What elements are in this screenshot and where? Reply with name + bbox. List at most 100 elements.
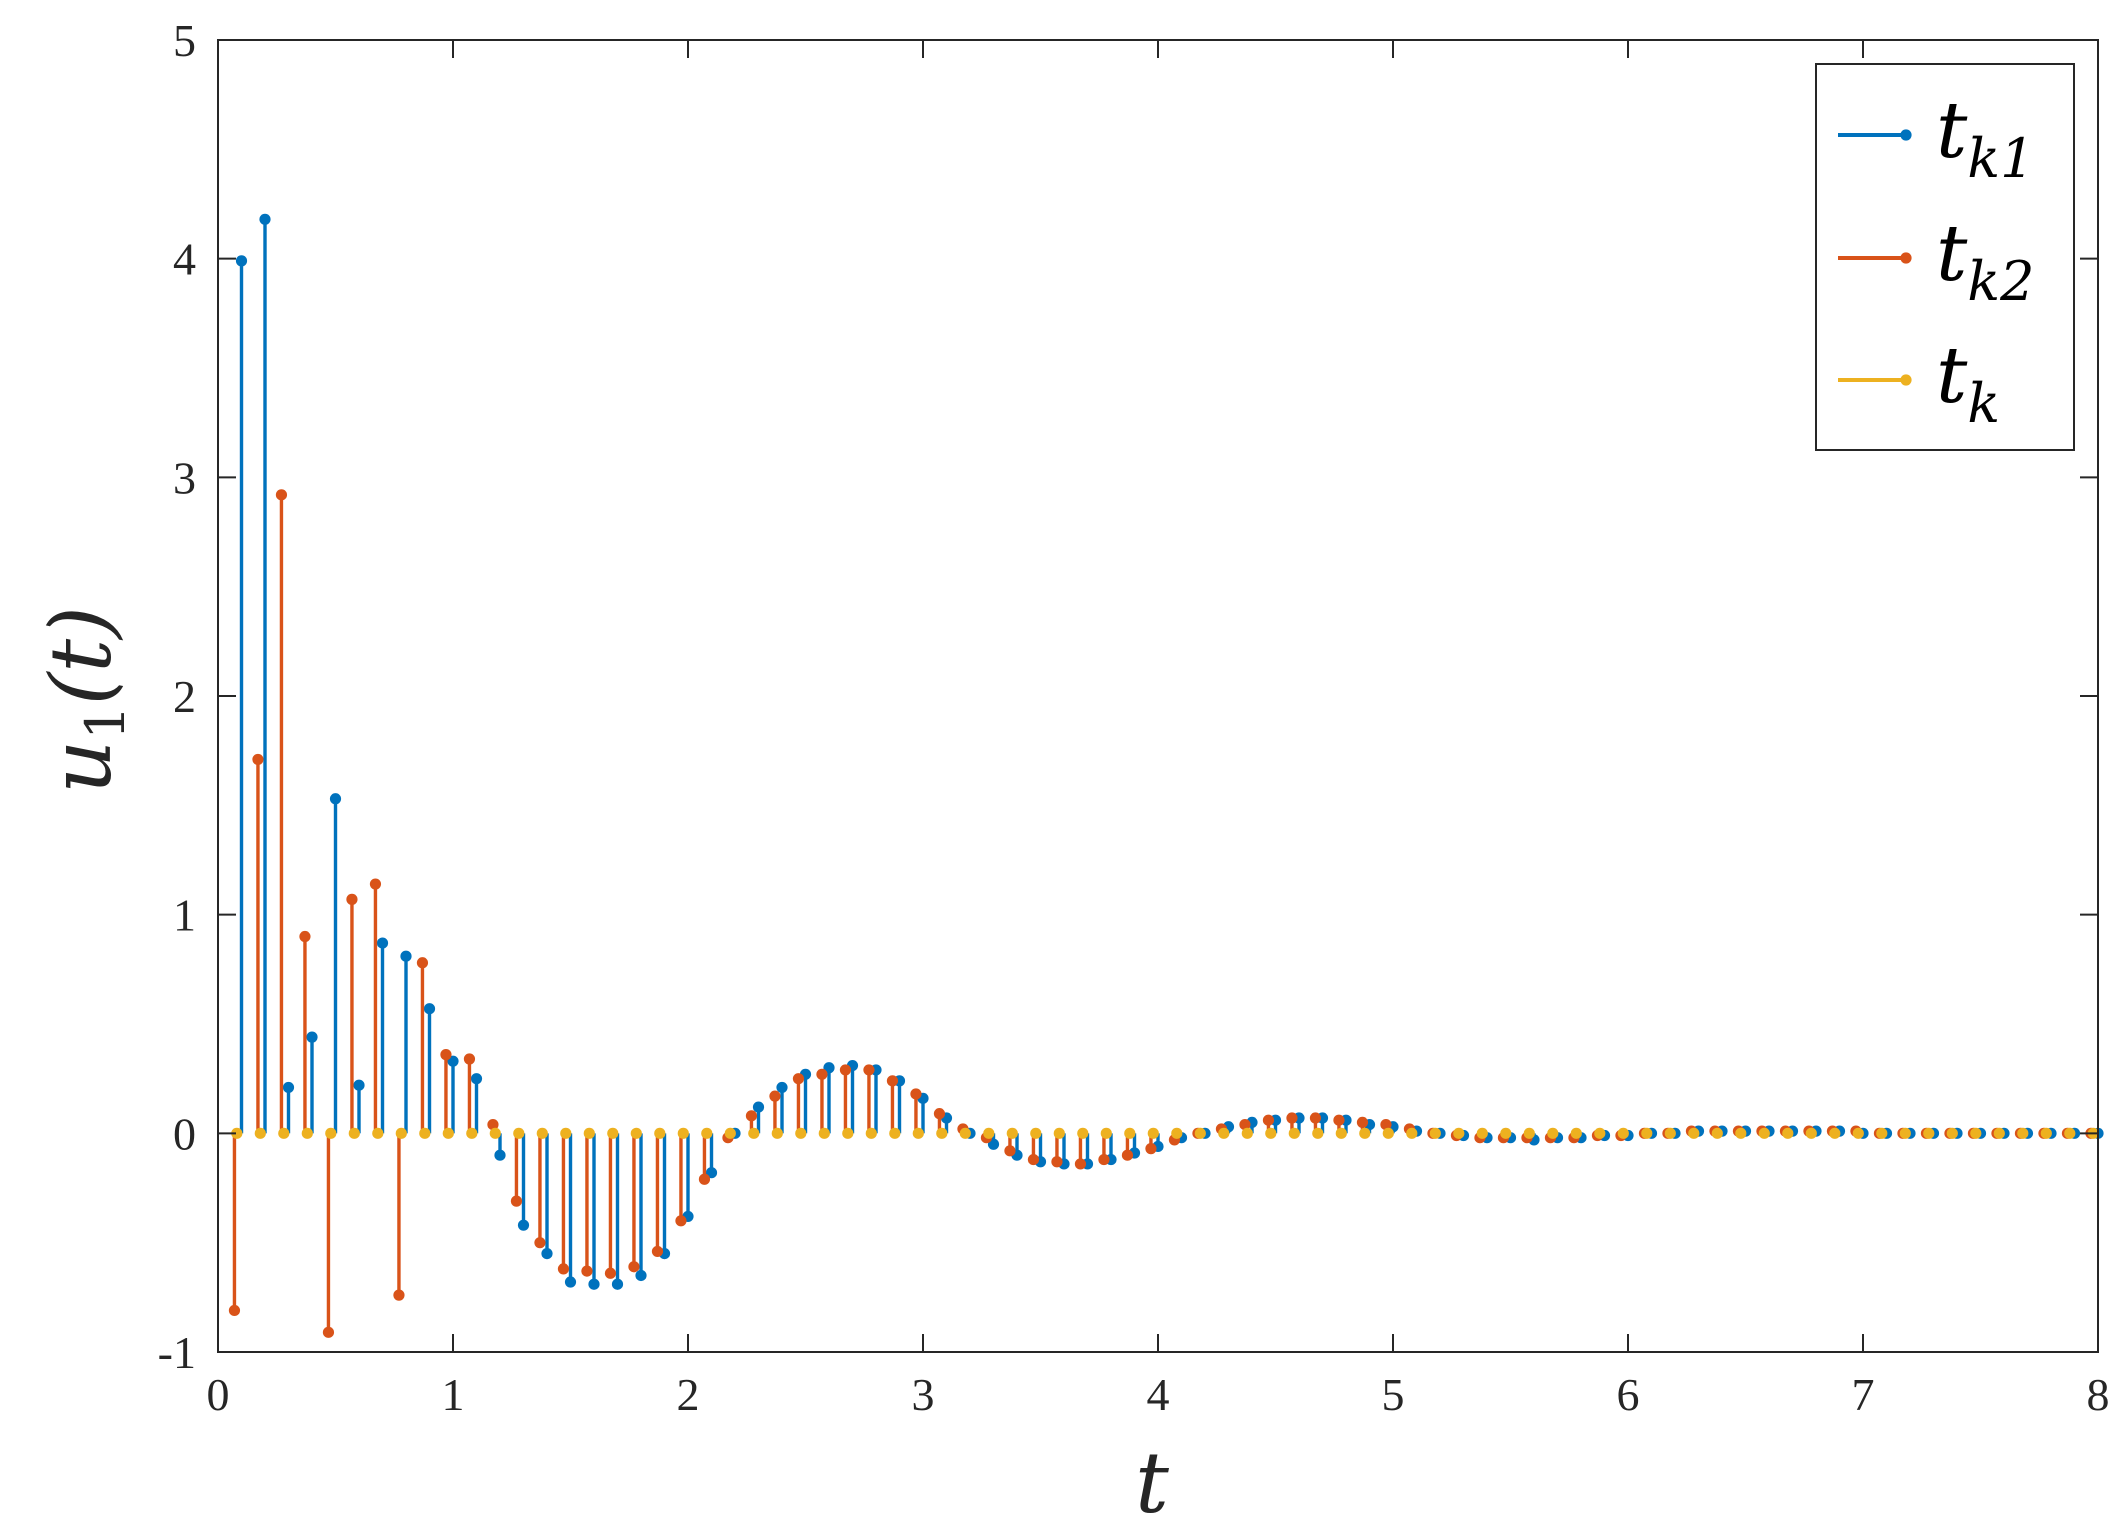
- stem-marker: [1241, 1127, 1253, 1139]
- stem-marker: [395, 1127, 407, 1139]
- stem-marker: [416, 957, 429, 969]
- series-2: [228, 489, 2097, 1338]
- stem-marker: [795, 1127, 807, 1139]
- stem-marker: [1147, 1127, 1159, 1139]
- stem-marker: [865, 1127, 877, 1139]
- stem-marker: [2017, 1127, 2029, 1139]
- stem-marker: [959, 1127, 971, 1139]
- stem-marker: [228, 1304, 241, 1317]
- stem-marker: [325, 1127, 337, 1139]
- x-tick-label: 0: [207, 1369, 230, 1420]
- y-tick-label: 4: [173, 234, 196, 285]
- x-tick-label: 8: [2087, 1369, 2110, 1420]
- stem-marker: [1100, 1127, 1112, 1139]
- stem-marker: [1429, 1127, 1441, 1139]
- stem-marker: [513, 1127, 525, 1139]
- stem-marker: [353, 1079, 365, 1091]
- stem-marker: [987, 1138, 1000, 1150]
- x-tick-label: 5: [1382, 1369, 1405, 1420]
- stem-marker: [1265, 1127, 1277, 1139]
- stem-marker: [1171, 1127, 1183, 1139]
- stem-marker: [400, 950, 412, 962]
- legend-label: tk2: [1936, 209, 2034, 313]
- stem-marker: [1946, 1127, 1958, 1139]
- stem-marker: [1547, 1127, 1559, 1139]
- x-tick-label: 2: [677, 1369, 700, 1420]
- legend-label-main: t: [1936, 331, 1968, 421]
- stem-marker: [936, 1127, 948, 1139]
- stem-marker: [588, 1278, 600, 1290]
- stem-marker: [1453, 1127, 1465, 1139]
- stem-marker: [1382, 1127, 1394, 1139]
- stem-marker: [1641, 1127, 1653, 1139]
- stem-marker: [2040, 1127, 2052, 1139]
- stem-marker: [698, 1173, 711, 1185]
- stem-marker: [745, 1110, 758, 1122]
- series-3: [231, 1127, 2099, 1139]
- stem-marker: [301, 1127, 313, 1139]
- series-layer: [228, 213, 2104, 1338]
- stem-marker: [235, 255, 248, 267]
- stem-marker: [329, 793, 342, 805]
- stem-marker: [252, 753, 264, 766]
- stem-marker: [1688, 1127, 1700, 1139]
- stem-marker: [1735, 1127, 1747, 1139]
- stem-marker: [1664, 1127, 1676, 1139]
- stem-marker: [1124, 1127, 1136, 1139]
- stem-marker: [466, 1127, 478, 1139]
- stem-marker: [581, 1265, 593, 1277]
- stem-marker: [630, 1127, 642, 1139]
- stem-marker: [560, 1127, 572, 1139]
- y-tick-label: 5: [173, 15, 196, 66]
- stem-marker: [557, 1263, 570, 1275]
- stem-marker: [1782, 1127, 1794, 1139]
- stem-marker: [1194, 1127, 1206, 1139]
- stem-marker: [654, 1127, 666, 1139]
- stem-marker: [889, 1127, 901, 1139]
- legend-label-main: t: [1936, 86, 1968, 176]
- stem-marker: [1077, 1127, 1089, 1139]
- legend-label-subscript: k: [1967, 372, 2000, 435]
- stem-marker: [470, 1073, 483, 1085]
- y-axis-label-subscript: 1: [74, 705, 137, 739]
- stem-marker: [463, 1053, 476, 1065]
- stem-marker: [1805, 1127, 1817, 1139]
- legend-entry-3: tk: [1838, 331, 2000, 435]
- stem-marker: [1098, 1153, 1110, 1166]
- legend-label-main: t: [1936, 209, 1968, 299]
- stem-marker: [752, 1101, 765, 1113]
- stem-marker: [1074, 1158, 1087, 1170]
- stem-marker: [628, 1261, 640, 1273]
- stem-marker: [818, 1127, 830, 1139]
- legend-label-subscript: k2: [1967, 250, 2034, 313]
- stem-marker: [440, 1049, 452, 1061]
- legend-label-subscript: k1: [1967, 127, 2034, 190]
- stem-marker: [1335, 1127, 1347, 1139]
- stem-marker: [510, 1195, 523, 1207]
- stem-marker: [423, 1003, 436, 1015]
- stem-marker: [282, 1081, 295, 1094]
- stem-marker: [1053, 1127, 1065, 1139]
- stem-marker: [494, 1149, 506, 1161]
- stem-marker: [675, 1215, 687, 1227]
- stem-marker: [536, 1127, 548, 1139]
- stem-marker: [1829, 1127, 1841, 1139]
- stem-marker: [607, 1127, 619, 1139]
- x-tick-label: 6: [1617, 1369, 1640, 1420]
- stem-marker: [487, 1118, 499, 1131]
- stem-marker: [1006, 1127, 1018, 1139]
- stem-marker: [1262, 1114, 1275, 1126]
- stem-marker: [1500, 1127, 1512, 1139]
- y-tick-label: 0: [173, 1108, 196, 1159]
- stem-marker: [348, 1127, 360, 1139]
- stem-marker: [1993, 1127, 2005, 1139]
- stem-marker: [769, 1090, 781, 1102]
- stem-marker: [278, 1127, 290, 1139]
- stem-marker: [489, 1127, 501, 1139]
- stem-marker: [231, 1127, 243, 1139]
- stem-marker: [635, 1269, 647, 1282]
- stem-marker: [1239, 1118, 1251, 1131]
- stem-marker: [2064, 1127, 2076, 1139]
- stem-marker: [1312, 1127, 1324, 1139]
